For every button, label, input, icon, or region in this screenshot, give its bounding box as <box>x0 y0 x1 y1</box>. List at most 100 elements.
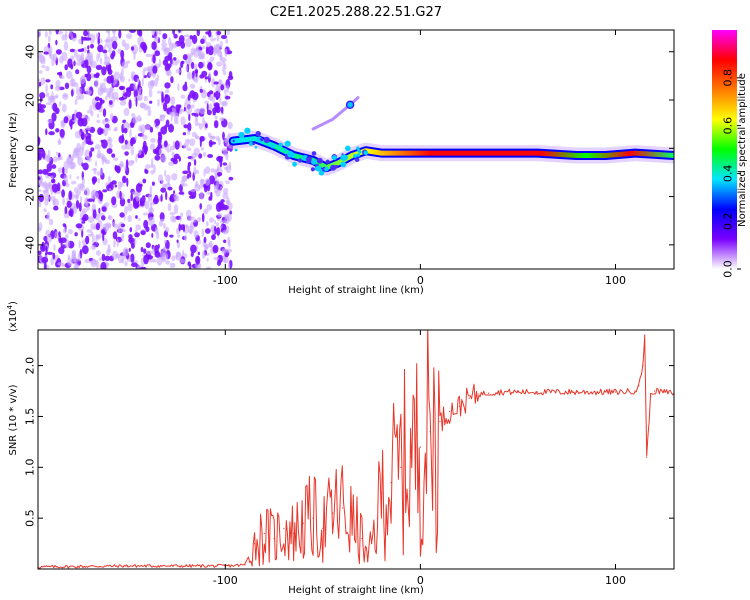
noise-blob <box>144 200 150 210</box>
noise-blob <box>95 250 101 256</box>
noise-blob <box>171 173 178 181</box>
noise-blob <box>161 179 164 184</box>
noise-blob <box>123 107 130 117</box>
snr-ytick-label: 2.0 <box>24 357 37 375</box>
noise-blob <box>204 76 209 80</box>
snr-point <box>312 517 314 519</box>
noise-blob <box>107 244 111 248</box>
noise-blob <box>138 149 142 156</box>
noise-blob <box>167 186 173 191</box>
noise-blob <box>182 54 188 61</box>
noise-blob <box>101 215 106 221</box>
noise-blob <box>220 106 224 114</box>
noise-blob <box>190 61 195 70</box>
snr-point <box>449 410 451 412</box>
noise-blob <box>45 246 48 255</box>
noise-blob <box>81 176 85 186</box>
trace-blob <box>311 151 317 156</box>
signal-trace <box>225 96 674 176</box>
noise-blob <box>124 205 128 215</box>
noise-blob <box>225 38 229 44</box>
noise-blob <box>215 188 221 197</box>
noise-blob <box>108 100 113 105</box>
noise-blob <box>175 251 182 261</box>
noise-blob <box>90 244 97 250</box>
noise-blob <box>207 45 214 56</box>
trace-blob <box>340 154 347 161</box>
noise-blob <box>45 92 50 98</box>
noise-blob <box>129 227 133 233</box>
noise-blob <box>56 72 62 76</box>
trace-blob <box>284 140 291 147</box>
noise-blob <box>108 143 113 149</box>
noise-blob <box>102 189 108 193</box>
snr-point <box>341 507 343 509</box>
snr-point <box>468 397 470 399</box>
noise-blob <box>222 131 225 141</box>
noise-blob <box>84 188 87 195</box>
harmonic-peak <box>345 100 355 110</box>
noise-blob <box>52 156 58 163</box>
noise-blob <box>90 43 94 49</box>
noise-blob <box>70 122 73 130</box>
noise-blob <box>84 37 92 41</box>
snr-point <box>273 537 275 540</box>
noise-blob <box>181 175 188 182</box>
noise-blob <box>75 199 80 209</box>
noise-blob <box>124 261 128 267</box>
snr-point <box>380 492 382 494</box>
noise-blob <box>133 82 137 91</box>
noise-blob <box>111 196 117 206</box>
noise-blob <box>51 175 54 180</box>
noise-blob <box>70 63 74 70</box>
noise-blob <box>220 84 225 91</box>
noise-blob <box>106 148 113 154</box>
noise-blob <box>75 69 80 75</box>
noise-blob <box>182 170 189 175</box>
noise-blob <box>213 184 218 190</box>
noise-blob <box>126 33 133 39</box>
noise-blob <box>77 183 84 189</box>
spectrogram-ytick-label: -20 <box>24 188 37 206</box>
noise-blob <box>117 253 124 264</box>
noise-blob <box>83 30 88 37</box>
noise-blob <box>199 191 204 200</box>
noise-blob <box>168 161 175 166</box>
noise-blob <box>107 68 113 75</box>
noise-blob <box>171 151 175 158</box>
noise-blob <box>74 264 78 269</box>
noise-blob <box>106 43 113 49</box>
noise-blob <box>59 100 62 107</box>
spectrogram-frame <box>37 29 675 270</box>
noise-blob <box>78 240 81 249</box>
noise-blob <box>127 215 132 223</box>
noise-blob <box>48 218 54 226</box>
noise-blob <box>149 185 153 194</box>
noise-blob <box>173 153 180 160</box>
noise-blob <box>130 253 135 263</box>
noise-blob <box>152 258 157 263</box>
noise-blob <box>39 70 43 74</box>
noise-blob <box>185 209 192 219</box>
noise-blob <box>81 208 88 213</box>
trace-blob <box>325 159 330 164</box>
noise-blob <box>134 229 138 233</box>
noise-blob <box>164 94 168 99</box>
noise-blob <box>38 188 42 193</box>
snr-point <box>497 391 499 393</box>
noise-blob <box>209 135 216 139</box>
trace-blob <box>283 148 287 152</box>
noise-blob <box>199 203 202 210</box>
noise-blob <box>107 136 113 145</box>
noise-blob <box>213 37 216 41</box>
noise-blob <box>138 88 141 98</box>
noise-blob <box>173 190 176 195</box>
noise-blob <box>172 60 179 66</box>
noise-blob <box>118 135 125 144</box>
snr-point <box>410 456 412 458</box>
spectrogram-ylabel: Frequency (Hz) <box>8 112 19 188</box>
noise-blob <box>208 62 212 70</box>
noise-blob <box>134 203 140 208</box>
noise-blob <box>178 104 182 108</box>
noise-blob <box>215 135 220 142</box>
